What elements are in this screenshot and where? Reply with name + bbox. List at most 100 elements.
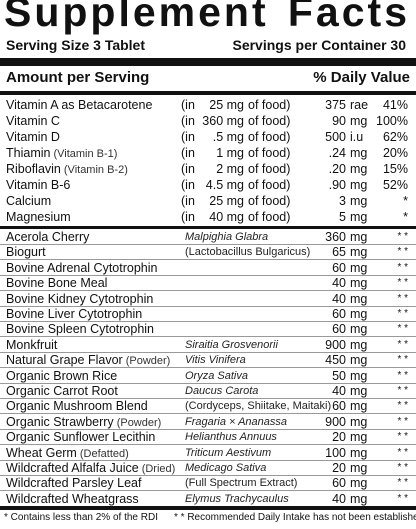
nutrient-name: Vitamin B-6 xyxy=(6,177,70,193)
amount-per-serving-label: Amount per Serving xyxy=(6,69,150,86)
nutrient-unit: i.u xyxy=(350,130,364,144)
food-paren-open: (in xyxy=(181,210,195,224)
daily-value-not-established: * * xyxy=(397,492,408,504)
food-amount: 360 mg xyxy=(202,114,244,128)
nutrient-name-text: Magnesium xyxy=(6,210,71,224)
ingredient-name-text: Monkfruit xyxy=(6,337,58,352)
ingredient-row: Bovine Adrenal Cytotrophin 60 mg * * xyxy=(0,260,416,276)
nutrient-name: Vitamin A as Betacarotene xyxy=(6,97,152,113)
food-label: of food) xyxy=(248,130,291,144)
ingredient-unit: mg xyxy=(350,291,368,306)
daily-value-not-established: * * xyxy=(397,446,408,458)
ingredient-row: Bovine Spleen Cytotrophin 60 mg * * xyxy=(0,321,416,337)
nutrient-unit: mg xyxy=(350,114,368,128)
ingredient-row: Organic Brown Rice Oryza Sativa 50 mg * * xyxy=(0,368,416,384)
ingredient-name: Bovine Kidney Cytotrophin xyxy=(6,291,153,307)
ingredient-unit: mg xyxy=(350,230,368,244)
footnotes: * Contains less than 2% of the RDI * * R… xyxy=(4,511,416,524)
food-amount: 4.5 mg xyxy=(205,178,244,192)
daily-value-not-established: * * xyxy=(397,338,408,350)
nutrient-name: Thiamin (Vitamin B-1) xyxy=(6,145,117,162)
ingredient-amount: 450 xyxy=(325,353,346,368)
ingredient-name-text: Wildcrafted Wheatgrass xyxy=(6,491,139,506)
daily-value-not-established: * * xyxy=(397,462,408,473)
ingredient-row: Bovine Liver Cytotrophin 60 mg * * xyxy=(0,306,416,322)
daily-value-not-established: * * xyxy=(397,354,408,366)
ingredient-source: Fragaria × Ananassa xyxy=(185,415,288,428)
food-paren-open: (in xyxy=(181,114,195,128)
ingredient-unit: mg xyxy=(350,307,368,321)
ingredient-name: Organic Mushroom Blend xyxy=(6,398,148,414)
ingredient-name: Organic Brown Rice xyxy=(6,368,117,384)
nutrient-name-text: Calcium xyxy=(6,194,52,208)
ingredient-amount: 360 xyxy=(325,230,346,244)
row-rule xyxy=(0,336,416,338)
ingredient-unit: mg xyxy=(350,368,368,383)
daily-value-not-established: * * xyxy=(397,415,408,427)
daily-value: 41% xyxy=(382,98,408,112)
daily-value-not-established: * * xyxy=(397,400,408,412)
ingredient-amount: 40 xyxy=(332,384,346,398)
title-word-supplement: Supplement xyxy=(4,0,269,35)
divider-bottom xyxy=(0,506,416,510)
row-rule xyxy=(0,259,416,261)
ingredient-row: Organic Sunflower Lecithin Helianthus Ann… xyxy=(0,429,416,445)
food-amount: 25 mg xyxy=(209,98,244,112)
nutrient-name-text: Vitamin C xyxy=(6,114,60,128)
nutrient-name: Vitamin D xyxy=(6,129,60,145)
ingredient-row: Natural Grape Flavor (Powder) Vitis Vinife… xyxy=(0,352,416,368)
nutrient-name-text: Riboflavin xyxy=(6,162,61,176)
nutrient-unit: mg xyxy=(350,162,368,176)
nutrient-row: Vitamin D (in .5 mg of food) 500 i.u 62% xyxy=(0,129,416,145)
ingredient-name-text: Wheat Germ xyxy=(6,445,77,460)
food-amount: .5 mg xyxy=(212,130,244,144)
daily-value-not-established: * * xyxy=(397,277,408,289)
nutrient-amount: .90 xyxy=(328,178,346,192)
ingredient-unit: mg xyxy=(350,245,368,260)
ingredient-name: Bovine Liver Cytotrophin xyxy=(6,306,142,322)
ingredient-source: Daucus Carota xyxy=(185,385,259,397)
nutrient-row: Magnesium (in 40 mg of food) 5 mg * xyxy=(0,209,416,225)
ingredient-name-text: Wildcrafted Parsley Leaf xyxy=(6,476,142,491)
ingredient-row: Bovine Kidney Cytotrophin 40 mg * * xyxy=(0,291,416,307)
nutrient-note: (Vitamin B-2) xyxy=(63,164,128,176)
daily-value: 100% xyxy=(376,114,408,128)
food-amount: 40 mg xyxy=(209,210,244,224)
nutrient-name: Riboflavin (Vitamin B-2) xyxy=(6,161,128,178)
daily-value: * xyxy=(403,210,408,224)
row-rule xyxy=(0,444,416,446)
ingredient-source: (Cordyceps, Shiitake, Maitaki) xyxy=(185,400,332,413)
daily-value-not-established: * * xyxy=(397,431,408,443)
ingredient-note: (Powder) xyxy=(125,355,171,368)
row-rule xyxy=(0,244,416,245)
food-paren-open: (in xyxy=(181,162,195,176)
ingredient-name-text: Bovine Spleen Cytotrophin xyxy=(6,322,155,337)
serving-size: Serving Size 3 Tablet xyxy=(6,37,146,53)
ingredient-amount: 900 xyxy=(325,414,346,429)
ingredient-source: Elymus Trachycaulus xyxy=(185,492,289,505)
daily-value-not-established: * * xyxy=(397,261,408,273)
serving-info: Serving Size 3 Tablet Servings per Conta… xyxy=(6,37,406,54)
panel-title: Supplement Facts xyxy=(4,0,410,36)
footnote-rdi: * Contains less than 2% of the RDI xyxy=(4,512,158,523)
ingredient-row: Bovine Bone Meal 40 mg * * xyxy=(0,275,416,291)
ingredient-unit: mg xyxy=(350,260,368,275)
food-label: of food) xyxy=(248,162,291,176)
ingredient-row: Wildcrafted Alfalfa Juice (Dried) Medicago… xyxy=(0,460,416,476)
ingredient-name-text: Organic Sunflower Lecithin xyxy=(6,430,156,445)
daily-value-not-established: * * xyxy=(397,323,408,335)
ingredient-unit: mg xyxy=(350,353,368,368)
ingredient-amount: 100 xyxy=(325,445,346,460)
ingredient-amount: 50 xyxy=(332,368,346,383)
divider-thick-top xyxy=(0,58,416,66)
row-rule xyxy=(0,475,416,476)
ingredient-amount: 40 xyxy=(332,291,346,306)
ingredient-amount: 40 xyxy=(332,276,346,291)
food-paren-open: (in xyxy=(181,146,195,160)
nutrient-row: Vitamin A as Betacarotene (in 25 mg of food… xyxy=(0,97,416,113)
ingredient-source: Vitis Vinifera xyxy=(185,354,246,367)
row-rule xyxy=(0,398,416,399)
footnote-not-established: * * Recommended Daily Intake has not bee… xyxy=(174,512,416,523)
food-label: of food) xyxy=(248,178,291,192)
